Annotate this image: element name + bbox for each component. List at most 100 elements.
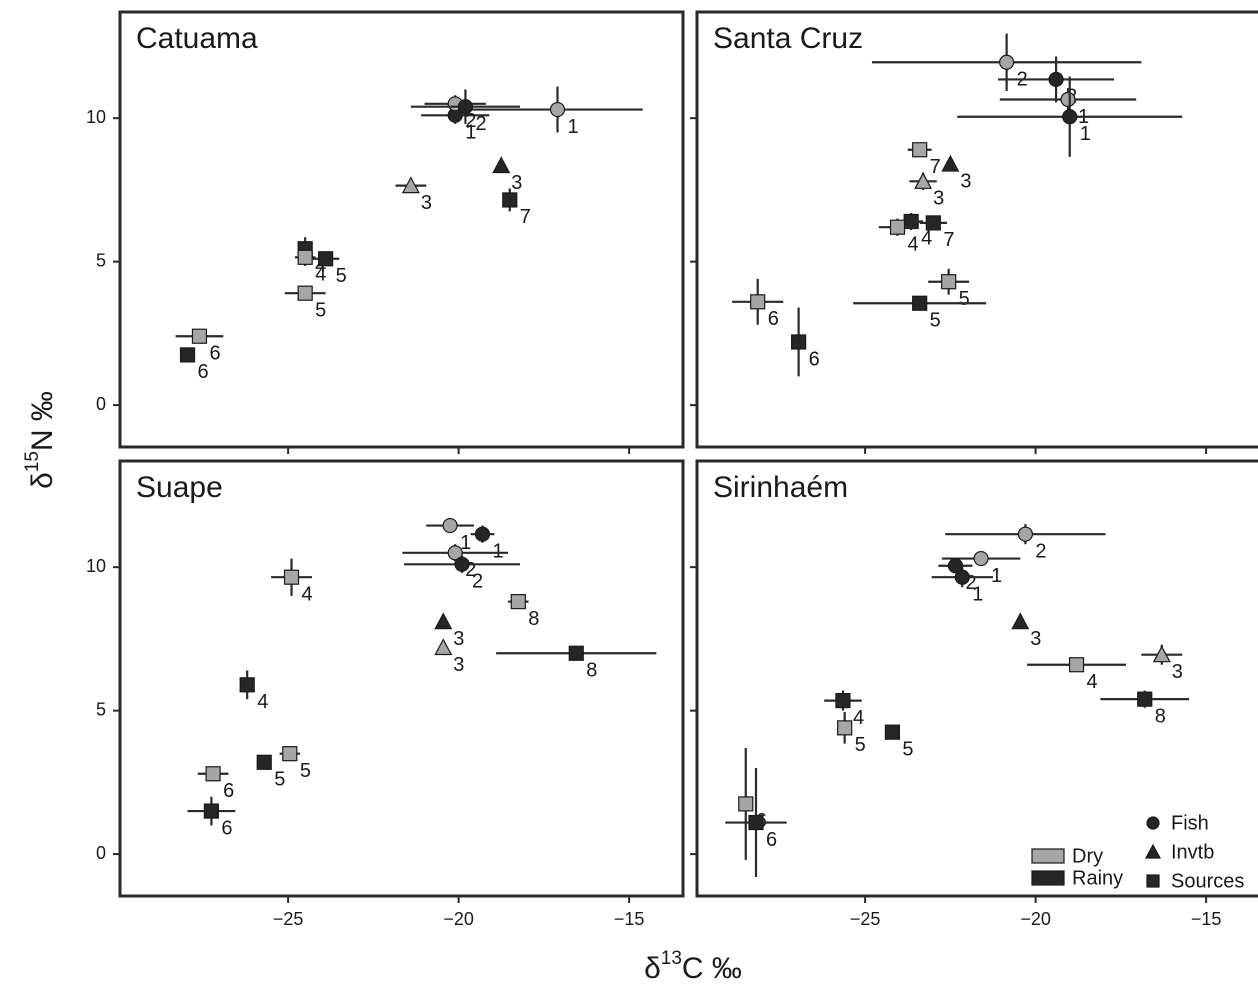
- point-label: 1: [465, 122, 476, 144]
- point-label: 5: [930, 310, 941, 332]
- marker: [1146, 874, 1160, 888]
- x-tick-label: −25: [273, 909, 304, 929]
- y-tick-label: 5: [96, 699, 106, 719]
- point-label: 7: [930, 156, 941, 178]
- marker: [454, 556, 470, 572]
- marker: [1144, 843, 1162, 859]
- y-tick-label: 5: [96, 250, 106, 270]
- point-label: 4: [853, 707, 864, 729]
- point-label: 7: [520, 206, 531, 228]
- marker: [256, 754, 272, 770]
- marker: [297, 249, 313, 265]
- legend-label: Sources: [1171, 870, 1244, 892]
- point-label: 6: [766, 829, 777, 851]
- marker: [1146, 816, 1160, 830]
- marker: [973, 550, 989, 567]
- marker: [191, 328, 208, 344]
- y-tick-label: 0: [96, 843, 106, 863]
- legend-swatch: [1031, 870, 1065, 886]
- y-axis-label: δ15N ‰: [22, 391, 59, 489]
- x-tick-label: −20: [1020, 909, 1051, 929]
- panel-frame: [118, 10, 685, 449]
- legend-label: Rainy: [1072, 867, 1123, 889]
- marker: [884, 724, 900, 740]
- y-tick-label: 10: [86, 107, 106, 127]
- marker: [457, 99, 474, 115]
- point-label: 6: [209, 343, 220, 365]
- point-label: 6: [223, 780, 234, 802]
- marker: [1062, 109, 1078, 125]
- marker: [492, 156, 511, 174]
- axis-label-part: 15: [22, 451, 43, 472]
- point-label: 6: [768, 308, 779, 330]
- marker: [835, 692, 851, 709]
- point-label: 2: [475, 113, 486, 135]
- point-label: 2: [465, 110, 476, 132]
- marker: [1060, 91, 1076, 108]
- axis-label-part: 13: [661, 948, 682, 969]
- point-label: 1: [972, 583, 983, 605]
- marker: [1152, 645, 1171, 663]
- point-label: 1: [991, 565, 1002, 587]
- marker: [434, 638, 453, 656]
- panel-title: Catuama: [136, 22, 258, 55]
- point-label: 1: [568, 116, 579, 138]
- point-label: 3: [453, 628, 464, 650]
- marker: [1011, 612, 1030, 630]
- marker: [447, 545, 463, 561]
- point-label: 3: [511, 172, 522, 194]
- point-label: 1: [492, 540, 503, 562]
- point-label: 2: [472, 571, 483, 593]
- point-label: 5: [315, 299, 326, 321]
- x-tick-label: −15: [1191, 909, 1222, 929]
- marker: [1137, 691, 1153, 707]
- legend-swatch: [1031, 848, 1065, 864]
- point-label: 5: [336, 265, 347, 287]
- marker: [941, 154, 960, 172]
- point-label: 5: [274, 769, 285, 791]
- marker: [889, 219, 906, 235]
- marker: [999, 54, 1015, 70]
- marker: [283, 569, 300, 585]
- panel-frame: [695, 459, 1258, 898]
- marker: [568, 645, 584, 661]
- marker: [791, 334, 807, 350]
- point-label: 5: [902, 738, 913, 760]
- point-label: 4: [302, 583, 313, 605]
- marker: [912, 142, 928, 158]
- marker: [954, 569, 970, 585]
- point-label: 2: [1035, 540, 1046, 562]
- marker: [434, 612, 453, 630]
- marker: [510, 594, 526, 610]
- point-label: 6: [809, 348, 820, 370]
- marker: [947, 558, 964, 574]
- point-label: 3: [960, 170, 971, 192]
- marker: [502, 192, 518, 208]
- legend-label: Fish: [1171, 812, 1209, 834]
- point-label: 4: [1087, 671, 1098, 693]
- point-label: 6: [221, 817, 232, 839]
- point-label: 8: [528, 608, 539, 630]
- point-label: 4: [315, 264, 326, 286]
- marker: [549, 101, 566, 118]
- marker: [297, 285, 313, 301]
- marker: [738, 796, 754, 812]
- marker: [748, 814, 764, 831]
- point-label: 7: [943, 229, 954, 251]
- point-label: 4: [257, 691, 268, 713]
- marker: [205, 766, 221, 782]
- point-label: 5: [855, 734, 866, 756]
- axis-label-part: C ‰: [682, 952, 742, 985]
- point-label: 2: [465, 559, 476, 581]
- panel-frame: [118, 459, 685, 898]
- marker: [474, 526, 491, 542]
- point-label: 3: [421, 192, 432, 214]
- panel-title: Suape: [136, 471, 223, 504]
- point-label: 8: [1155, 705, 1166, 727]
- point-label: 3: [1030, 628, 1041, 650]
- legend-label: Dry: [1072, 845, 1103, 867]
- point-label: 5: [959, 288, 970, 310]
- marker: [282, 746, 298, 762]
